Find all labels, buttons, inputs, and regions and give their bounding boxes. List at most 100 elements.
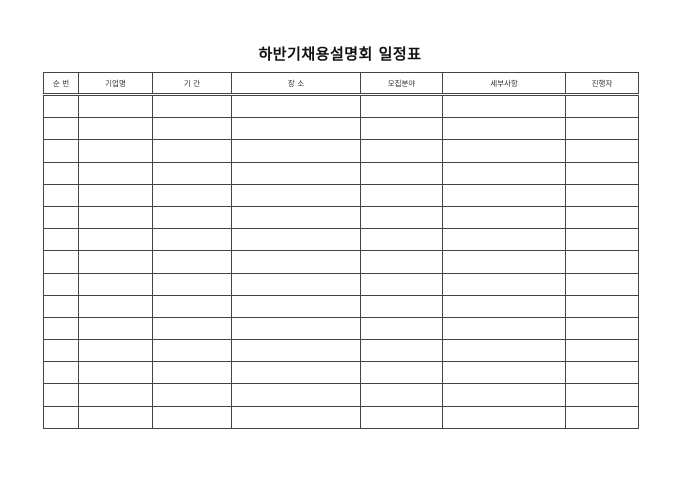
table-cell[interactable] bbox=[152, 272, 232, 296]
table-cell[interactable] bbox=[152, 93, 232, 119]
table-cell[interactable] bbox=[43, 228, 79, 252]
table-cell[interactable] bbox=[152, 117, 232, 141]
table-cell[interactable] bbox=[565, 316, 639, 341]
table-cell[interactable] bbox=[231, 117, 361, 141]
table-cell[interactable] bbox=[43, 339, 79, 363]
table-cell[interactable] bbox=[360, 93, 443, 119]
table-cell[interactable] bbox=[152, 205, 232, 230]
table-cell[interactable] bbox=[565, 405, 639, 429]
table-cell[interactable] bbox=[565, 161, 639, 185]
table-cell[interactable] bbox=[442, 339, 566, 363]
table-cell[interactable] bbox=[78, 383, 153, 407]
table-cell[interactable] bbox=[78, 228, 153, 252]
table-cell[interactable] bbox=[78, 161, 153, 185]
table-cell[interactable] bbox=[152, 250, 232, 274]
table-cell[interactable] bbox=[565, 117, 639, 141]
table-cell[interactable] bbox=[78, 361, 153, 385]
table-cell[interactable] bbox=[360, 250, 443, 274]
table-cell[interactable] bbox=[231, 183, 361, 207]
table-cell[interactable] bbox=[442, 405, 566, 429]
table-cell[interactable] bbox=[360, 383, 443, 407]
table-cell[interactable] bbox=[231, 294, 361, 318]
table-cell[interactable] bbox=[43, 205, 79, 230]
table-cell[interactable] bbox=[152, 161, 232, 185]
table-cell[interactable] bbox=[565, 183, 639, 207]
table-cell[interactable] bbox=[565, 250, 639, 274]
table-cell[interactable] bbox=[360, 161, 443, 185]
table-cell[interactable] bbox=[43, 316, 79, 341]
table-cell[interactable] bbox=[360, 139, 443, 163]
table-cell[interactable] bbox=[43, 294, 79, 318]
table-cell[interactable] bbox=[43, 361, 79, 385]
table-cell[interactable] bbox=[43, 383, 79, 407]
table-cell[interactable] bbox=[442, 361, 566, 385]
table-cell[interactable] bbox=[360, 183, 443, 207]
table-cell[interactable] bbox=[565, 272, 639, 296]
table-cell[interactable] bbox=[442, 228, 566, 252]
table-cell[interactable] bbox=[360, 272, 443, 296]
table-cell[interactable] bbox=[78, 272, 153, 296]
table-cell[interactable] bbox=[442, 161, 566, 185]
table-cell[interactable] bbox=[152, 361, 232, 385]
table-cell[interactable] bbox=[565, 93, 639, 119]
table-cell[interactable] bbox=[442, 139, 566, 163]
table-cell[interactable] bbox=[78, 93, 153, 119]
table-cell[interactable] bbox=[78, 316, 153, 341]
table-cell[interactable] bbox=[565, 205, 639, 230]
table-cell[interactable] bbox=[360, 405, 443, 429]
table-cell[interactable] bbox=[442, 316, 566, 341]
table-cell[interactable] bbox=[565, 294, 639, 318]
table-cell[interactable] bbox=[442, 294, 566, 318]
table-cell[interactable] bbox=[231, 383, 361, 407]
table-cell[interactable] bbox=[43, 139, 79, 163]
table-cell[interactable] bbox=[43, 272, 79, 296]
table-cell[interactable] bbox=[231, 93, 361, 119]
table-cell[interactable] bbox=[43, 117, 79, 141]
table-cell[interactable] bbox=[78, 117, 153, 141]
table-cell[interactable] bbox=[78, 294, 153, 318]
table-cell[interactable] bbox=[78, 339, 153, 363]
table-cell[interactable] bbox=[78, 139, 153, 163]
table-cell[interactable] bbox=[78, 205, 153, 230]
table-cell[interactable] bbox=[442, 250, 566, 274]
table-cell[interactable] bbox=[152, 405, 232, 429]
table-cell[interactable] bbox=[43, 183, 79, 207]
table-cell[interactable] bbox=[231, 339, 361, 363]
table-cell[interactable] bbox=[43, 93, 79, 119]
table-cell[interactable] bbox=[152, 316, 232, 341]
table-cell[interactable] bbox=[152, 339, 232, 363]
table-cell[interactable] bbox=[152, 228, 232, 252]
table-cell[interactable] bbox=[565, 139, 639, 163]
table-cell[interactable] bbox=[231, 405, 361, 429]
table-cell[interactable] bbox=[231, 205, 361, 230]
table-cell[interactable] bbox=[442, 383, 566, 407]
table-cell[interactable] bbox=[565, 361, 639, 385]
table-cell[interactable] bbox=[360, 228, 443, 252]
table-cell[interactable] bbox=[360, 294, 443, 318]
table-cell[interactable] bbox=[152, 183, 232, 207]
table-cell[interactable] bbox=[565, 228, 639, 252]
table-cell[interactable] bbox=[152, 383, 232, 407]
table-cell[interactable] bbox=[43, 250, 79, 274]
table-cell[interactable] bbox=[231, 161, 361, 185]
table-cell[interactable] bbox=[152, 294, 232, 318]
table-cell[interactable] bbox=[442, 272, 566, 296]
table-cell[interactable] bbox=[442, 93, 566, 119]
table-cell[interactable] bbox=[78, 250, 153, 274]
table-cell[interactable] bbox=[43, 405, 79, 429]
table-cell[interactable] bbox=[565, 383, 639, 407]
table-cell[interactable] bbox=[565, 339, 639, 363]
table-cell[interactable] bbox=[78, 405, 153, 429]
table-cell[interactable] bbox=[78, 183, 153, 207]
table-cell[interactable] bbox=[360, 117, 443, 141]
table-cell[interactable] bbox=[231, 139, 361, 163]
table-cell[interactable] bbox=[360, 361, 443, 385]
table-cell[interactable] bbox=[442, 117, 566, 141]
table-cell[interactable] bbox=[231, 228, 361, 252]
table-cell[interactable] bbox=[43, 161, 79, 185]
table-cell[interactable] bbox=[231, 272, 361, 296]
table-cell[interactable] bbox=[360, 316, 443, 341]
table-cell[interactable] bbox=[360, 339, 443, 363]
table-cell[interactable] bbox=[442, 205, 566, 230]
table-cell[interactable] bbox=[231, 316, 361, 341]
